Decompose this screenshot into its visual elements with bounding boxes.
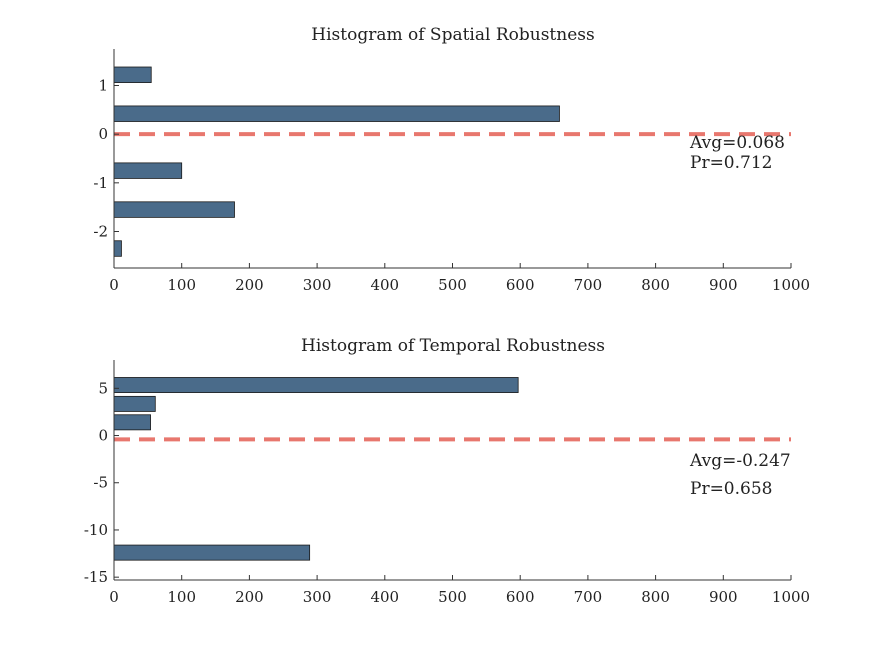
x-tick-label: 700 bbox=[574, 276, 603, 294]
spatial-histogram-panel: Histogram of Spatial Robustness 0 100 200 3… bbox=[93, 25, 810, 294]
x-tick-label: 0 bbox=[109, 588, 119, 606]
histogram-bar bbox=[113, 414, 151, 431]
x-tick-label: 800 bbox=[641, 588, 670, 606]
chart-title: Histogram of Temporal Robustness bbox=[301, 336, 605, 356]
axes-group: 0 100 200 300 400 500 600 700 800 900 1000 5 0 -5 -10 -… bbox=[84, 360, 810, 606]
chart-title: Histogram of Spatial Robustness bbox=[311, 25, 594, 45]
y-tick-label: 0 bbox=[98, 427, 108, 445]
x-tick-label: 200 bbox=[235, 276, 264, 294]
y-tick-label: 5 bbox=[98, 379, 108, 397]
histogram-bar bbox=[113, 240, 122, 257]
y-tick-label: 0 bbox=[98, 125, 108, 143]
x-tick-label: 1000 bbox=[772, 588, 810, 606]
histogram-bar bbox=[113, 66, 152, 83]
x-tick-label: 300 bbox=[303, 588, 332, 606]
pr-annotation: Pr=0.658 bbox=[690, 479, 772, 499]
avg-annotation: Avg=0.068 bbox=[689, 133, 785, 153]
y-tick-label: -10 bbox=[84, 521, 108, 539]
x-tick-label: 200 bbox=[235, 588, 264, 606]
x-tick-label: 500 bbox=[438, 588, 467, 606]
axes-group: 0 100 200 300 400 500 600 700 800 900 1000 1 0 -1 -2 bbox=[93, 49, 810, 294]
x-tick-label: 900 bbox=[709, 276, 738, 294]
histogram-bar bbox=[113, 105, 560, 122]
x-tick-label: 400 bbox=[370, 588, 399, 606]
histogram-bar bbox=[113, 377, 519, 393]
histogram-bar bbox=[113, 544, 311, 561]
histogram-bar bbox=[113, 395, 156, 412]
x-tick-label: 900 bbox=[709, 588, 738, 606]
x-tick-label: 300 bbox=[303, 276, 332, 294]
x-tick-label: 800 bbox=[641, 276, 670, 294]
y-tick-label: 1 bbox=[98, 77, 108, 95]
y-tick-label: -2 bbox=[93, 223, 108, 241]
y-tick-label: -1 bbox=[93, 174, 108, 192]
x-tick-label: 1000 bbox=[772, 276, 810, 294]
x-tick-label: 700 bbox=[574, 588, 603, 606]
x-tick-label: 0 bbox=[109, 276, 119, 294]
x-tick-label: 100 bbox=[167, 276, 196, 294]
histogram-bar bbox=[113, 201, 235, 218]
y-tick-label: -5 bbox=[93, 474, 108, 492]
bars-group bbox=[113, 66, 560, 257]
temporal-histogram-panel: Histogram of Temporal Robustness 0 100 200… bbox=[84, 336, 810, 606]
bars-group bbox=[113, 377, 519, 561]
x-tick-label: 600 bbox=[506, 588, 535, 606]
pr-annotation: Pr=0.712 bbox=[690, 153, 772, 173]
x-tick-label: 600 bbox=[506, 276, 535, 294]
y-tick-label: -15 bbox=[84, 568, 108, 586]
avg-annotation: Avg=-0.247 bbox=[689, 451, 791, 471]
x-tick-label: 100 bbox=[167, 588, 196, 606]
histogram-bar bbox=[113, 162, 183, 179]
x-tick-label: 400 bbox=[370, 276, 399, 294]
x-tick-label: 500 bbox=[438, 276, 467, 294]
